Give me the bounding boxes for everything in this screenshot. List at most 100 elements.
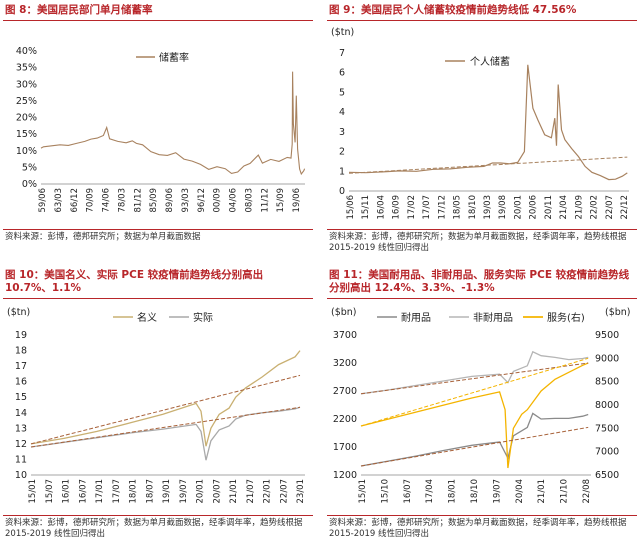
x-tick-label: 19/08 xyxy=(498,195,508,220)
x-tick-label: 22/01 xyxy=(263,479,273,504)
savings-rate-line xyxy=(40,71,306,176)
panel-savings-rate: 图 8：美国居民部门单月储蓄率 0% 5% 10% 15% 20% 25% 30% 35% 40… xyxy=(3,2,313,243)
x-tick-label: 21/07 xyxy=(246,479,256,504)
x-tick-label: 20/11 xyxy=(544,195,554,220)
y-tick-label: 19 xyxy=(15,330,27,341)
x-tick-label: 16/09 xyxy=(392,195,402,220)
x-tick-label: 19/03 xyxy=(483,195,493,220)
y-tick-label-right: 8500 xyxy=(595,377,619,388)
y-tick-label-right: 8000 xyxy=(595,400,619,411)
y-tick-label: 12 xyxy=(15,439,27,450)
y-tick-label: 13 xyxy=(15,423,27,434)
y-tick-label: 16 xyxy=(15,377,27,388)
pce-categories-chart: ($bn) ($bn) 1200 1700 2200 2700 3200 3700 6500 70… xyxy=(331,307,631,504)
x-tick-label: 17/07 xyxy=(422,195,432,220)
legend-label-personal-savings: 个人储蓄 xyxy=(470,55,510,68)
x-tick-label: 20/06 xyxy=(529,195,539,220)
x-tick-label: 15/07 xyxy=(45,479,55,504)
y-tick-label: 14 xyxy=(15,408,27,419)
x-tick-label: 21/10 xyxy=(560,479,570,504)
y-tick-label: 1 xyxy=(339,166,345,177)
x-tick-label: 22/07 xyxy=(605,195,615,220)
panel-pce-nominal-real: 图 10：美国名义、实际 PCE 较疫情前趋势线分别高出 10.7%、1.1% … xyxy=(3,267,313,540)
x-tick-label: 22/02 xyxy=(590,195,600,220)
y-tick-label-left: 2700 xyxy=(333,386,357,397)
x-tick-label: 18/05 xyxy=(453,195,463,220)
x-tick-label: 70/09 xyxy=(86,188,96,213)
nondurables-line xyxy=(360,350,589,395)
y-tick-label: 10 xyxy=(15,470,27,481)
nominal-line xyxy=(30,350,301,447)
source-note: 资料来源：彭博，德邦研究所；数据为单月截面数据，经季调年率，趋势线根据 2015… xyxy=(327,229,637,254)
x-tick-label: 20/04 xyxy=(515,479,525,504)
y-tick-label: 7 xyxy=(339,48,345,59)
real-line xyxy=(30,406,301,461)
x-tick-label: 63/03 xyxy=(54,188,64,213)
y-tick-label-right: 7000 xyxy=(595,447,619,458)
x-tick-label: 20/07 xyxy=(212,479,222,504)
x-tick-label: 78/03 xyxy=(117,188,127,213)
y-tick-label: 25% xyxy=(16,96,37,107)
x-tick-label: 15/10 xyxy=(380,479,390,504)
y-tick-label: 6 xyxy=(339,68,345,79)
panel-pce-categories: 图 11：美国耐用品、非耐用品、服务实际 PCE 较疫情前趋势线分别高出 12.… xyxy=(327,267,637,540)
y-tick-label: 20% xyxy=(16,113,37,124)
nondurables-trend-line xyxy=(360,362,589,395)
y-tick-label: 17 xyxy=(15,361,27,372)
x-tick-label: 16/07 xyxy=(403,479,413,504)
x-tick-label: 19/07 xyxy=(179,479,189,504)
durables-trend-line xyxy=(360,426,589,467)
x-tick-label: 85/09 xyxy=(149,188,159,213)
y-tick-label-left: 3200 xyxy=(333,358,357,369)
x-tick-label: 04/06 xyxy=(229,188,239,213)
x-tick-label: 18/07 xyxy=(145,479,155,504)
y-tick-label: 40% xyxy=(16,46,37,57)
x-tick-label: 20/01 xyxy=(196,479,206,504)
y-tick-label: 3 xyxy=(339,127,345,138)
source-note: 资料来源：彭博，德邦研究所；数据为单月截面数据 xyxy=(3,229,313,243)
personal-savings-chart: ($tn) 0 1 2 3 4 5 6 7 15/06 15/11 16/04 16/09 17/02 17… xyxy=(331,27,630,220)
x-tick-label: 93/03 xyxy=(181,188,191,213)
y-tick-label-right: 9500 xyxy=(595,330,619,341)
source-note: 资料来源：彭博，德邦研究所；数据为单月截面数据，经季调年率，趋势线根据 2015… xyxy=(3,515,313,540)
x-tick-label: 22/12 xyxy=(620,195,630,220)
x-tick-label: 18/01 xyxy=(448,479,458,504)
x-tick-label: 19/07 xyxy=(492,479,502,504)
x-tick-label: 18/10 xyxy=(470,479,480,504)
personal-savings-line xyxy=(348,64,628,181)
legend-label-nondurables: 非耐用品 xyxy=(473,311,513,324)
x-tick-label: 21/01 xyxy=(229,479,239,504)
y-tick-label: 18 xyxy=(15,346,27,357)
durables-line xyxy=(360,412,589,467)
x-tick-label: 16/01 xyxy=(62,479,72,504)
legend-label-services: 服务(右) xyxy=(547,311,585,324)
services-trend-line xyxy=(360,357,589,427)
y-tick-label: 11 xyxy=(15,454,27,465)
x-tick-label: 16/04 xyxy=(376,195,386,220)
y-tick-label: 0% xyxy=(22,179,37,190)
x-tick-label: 15/01 xyxy=(28,479,38,504)
x-tick-label: 20/01 xyxy=(513,195,523,220)
x-tick-label: 21/09 xyxy=(574,195,584,220)
x-tick-label: 21/01 xyxy=(537,479,547,504)
y-tick-label-left: 1200 xyxy=(333,470,357,481)
x-tick-label: 17/12 xyxy=(437,195,447,220)
x-tick-label: 22/08 xyxy=(582,479,592,504)
y-tick-label-left: 3700 xyxy=(333,330,357,341)
pce-chart: ($tn) 10 11 12 13 14 15 16 17 18 19 15/01 15/07 16/01… xyxy=(7,307,306,504)
y-tick-label: 4 xyxy=(339,107,345,118)
x-tick-label: 17/01 xyxy=(95,479,105,504)
x-tick-label: 15/11 xyxy=(361,195,371,220)
chart-title: 图 10：美国名义、实际 PCE 较疫情前趋势线分别高出 10.7%、1.1% xyxy=(3,267,313,299)
x-tick-label: 15/09 xyxy=(276,188,286,213)
y-tick-label: 0 xyxy=(339,186,345,197)
x-tick-label: 22/07 xyxy=(279,479,289,504)
x-tick-label: 74/06 xyxy=(102,188,112,213)
x-tick-label: 81/12 xyxy=(133,188,143,213)
x-tick-label: 89/06 xyxy=(165,188,175,213)
x-tick-label: 16/07 xyxy=(78,479,88,504)
y-tick-label: 10% xyxy=(16,146,37,157)
savings-rate-chart: 0% 5% 10% 15% 20% 25% 30% 35% 40% 59/06 63/03 66/12… xyxy=(16,46,306,213)
x-tick-label: 19/01 xyxy=(162,479,172,504)
chart-title: 图 8：美国居民部门单月储蓄率 xyxy=(3,2,313,21)
